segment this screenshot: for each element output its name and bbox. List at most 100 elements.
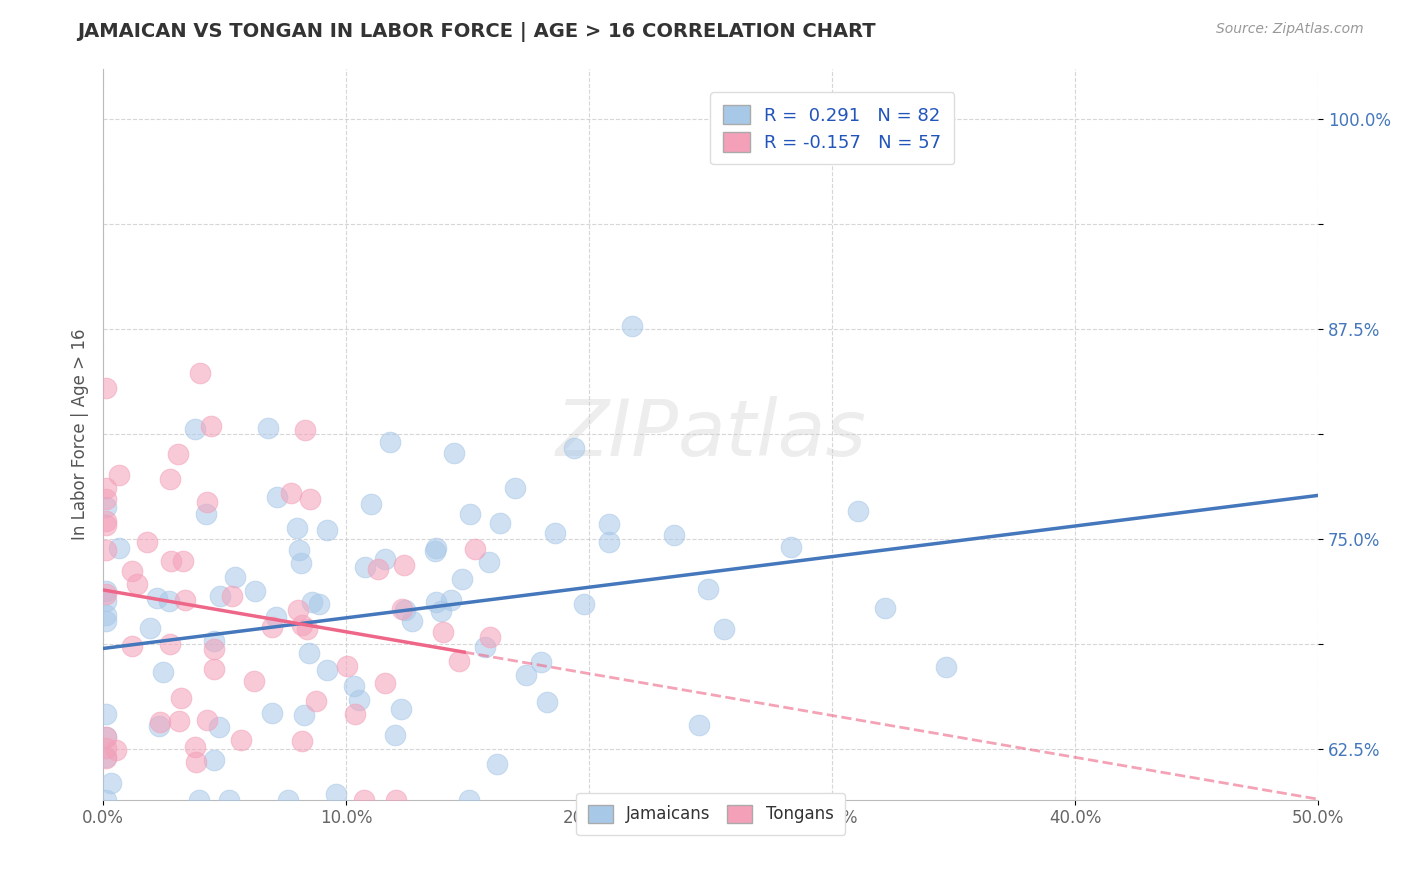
Point xyxy=(391,602,413,616)
Point xyxy=(696,582,718,597)
Point xyxy=(195,494,218,508)
Point xyxy=(367,562,389,576)
Point xyxy=(127,577,149,591)
Point xyxy=(94,584,117,599)
Point xyxy=(149,715,172,730)
Point xyxy=(94,514,117,528)
Point xyxy=(94,491,117,506)
Point xyxy=(256,421,278,435)
Point xyxy=(94,381,117,395)
Point xyxy=(290,556,312,570)
Point xyxy=(598,534,620,549)
Point xyxy=(564,441,586,455)
Point xyxy=(374,552,396,566)
Point xyxy=(423,543,446,558)
Point xyxy=(187,792,209,806)
Point xyxy=(202,641,225,656)
Point xyxy=(280,486,302,500)
Point xyxy=(94,594,117,608)
Point xyxy=(135,534,157,549)
Point xyxy=(285,521,308,535)
Point xyxy=(305,694,328,708)
Point xyxy=(94,730,117,744)
Point xyxy=(121,640,143,654)
Point xyxy=(94,586,117,600)
Point xyxy=(108,467,131,482)
Point xyxy=(779,540,801,554)
Text: Source: ZipAtlas.com: Source: ZipAtlas.com xyxy=(1216,22,1364,37)
Point xyxy=(385,792,408,806)
Point xyxy=(195,508,218,522)
Point xyxy=(308,597,330,611)
Legend: Jamaicans, Tongans: Jamaicans, Tongans xyxy=(576,793,845,835)
Point xyxy=(208,720,231,734)
Point xyxy=(94,500,117,515)
Point xyxy=(301,595,323,609)
Point xyxy=(374,676,396,690)
Text: JAMAICAN VS TONGAN IN LABOR FORCE | AGE > 16 CORRELATION CHART: JAMAICAN VS TONGAN IN LABOR FORCE | AGE … xyxy=(77,22,876,42)
Point xyxy=(432,624,454,639)
Point xyxy=(343,679,366,693)
Point xyxy=(474,640,496,654)
Point xyxy=(242,673,264,688)
Point xyxy=(146,591,169,606)
Point xyxy=(316,523,339,537)
Point xyxy=(218,792,240,806)
Point xyxy=(184,422,207,436)
Point xyxy=(394,602,416,616)
Point xyxy=(713,622,735,636)
Point xyxy=(157,594,180,608)
Point xyxy=(429,604,451,618)
Point xyxy=(202,753,225,767)
Point xyxy=(294,423,316,437)
Point xyxy=(264,609,287,624)
Point xyxy=(298,647,321,661)
Point xyxy=(167,714,190,728)
Point xyxy=(401,614,423,628)
Point xyxy=(664,528,686,542)
Point xyxy=(229,732,252,747)
Point xyxy=(425,594,447,608)
Point xyxy=(94,750,117,764)
Point xyxy=(173,592,195,607)
Point xyxy=(121,564,143,578)
Y-axis label: In Labor Force | Age > 16: In Labor Force | Age > 16 xyxy=(72,328,89,540)
Point xyxy=(184,755,207,769)
Point xyxy=(544,525,567,540)
Point xyxy=(224,569,246,583)
Point xyxy=(291,618,314,632)
Point xyxy=(478,555,501,569)
Point xyxy=(221,589,243,603)
Point xyxy=(384,728,406,742)
Point xyxy=(148,719,170,733)
Point xyxy=(202,662,225,676)
Point xyxy=(574,598,596,612)
Point xyxy=(336,659,359,673)
Point xyxy=(489,516,512,530)
Point xyxy=(297,622,319,636)
Point xyxy=(94,614,117,628)
Point xyxy=(107,541,129,556)
Point xyxy=(94,543,117,558)
Point xyxy=(266,490,288,504)
Point xyxy=(260,620,283,634)
Point xyxy=(94,749,117,764)
Point xyxy=(325,787,347,801)
Point xyxy=(105,743,128,757)
Point xyxy=(380,434,402,449)
Point xyxy=(344,707,367,722)
Point xyxy=(873,601,896,615)
Point xyxy=(291,734,314,748)
Point xyxy=(139,620,162,634)
Point xyxy=(485,757,508,772)
Point xyxy=(315,663,337,677)
Point xyxy=(202,634,225,648)
Point xyxy=(458,792,481,806)
Point xyxy=(188,366,211,380)
Point xyxy=(277,792,299,806)
Point xyxy=(935,660,957,674)
Point xyxy=(94,517,117,532)
Point xyxy=(159,554,181,568)
Point xyxy=(425,541,447,556)
Point xyxy=(440,592,463,607)
